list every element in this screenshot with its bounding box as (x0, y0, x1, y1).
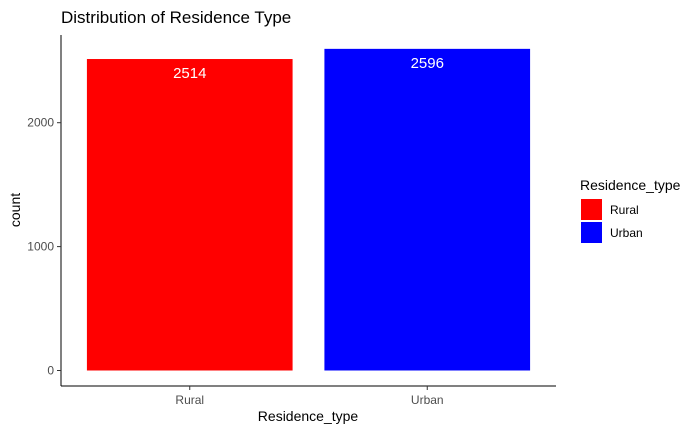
y-axis-ticks: 0 1000 2000 (27, 116, 61, 378)
plot-area: 2514 2596 (86, 48, 531, 371)
legend-entries: Rural Urban (581, 199, 643, 243)
x-tick-label-urban: Urban (411, 393, 444, 407)
x-tick-label-rural: Rural (175, 393, 204, 407)
x-axis-title: Residence_type (258, 408, 359, 424)
chart-title: Distribution of Residence Type (61, 8, 291, 27)
y-tick-label-2000: 2000 (27, 116, 54, 130)
legend-swatch-urban (581, 222, 602, 243)
data-label-urban: 2596 (411, 55, 444, 72)
bar-rural (86, 59, 293, 371)
x-axis-ticks: Rural Urban (175, 386, 444, 407)
bar-urban (324, 48, 531, 371)
y-axis-title: count (7, 193, 23, 227)
legend-title: Residence_type (580, 177, 681, 193)
y-tick-label-1000: 1000 (27, 240, 54, 254)
data-label-rural: 2514 (173, 65, 206, 82)
legend-label-urban: Urban (610, 226, 643, 240)
legend: Residence_type Rural Urban (580, 177, 681, 243)
y-tick-label-0: 0 (47, 364, 54, 378)
legend-swatch-rural (581, 199, 602, 220)
legend-label-rural: Rural (610, 203, 639, 217)
